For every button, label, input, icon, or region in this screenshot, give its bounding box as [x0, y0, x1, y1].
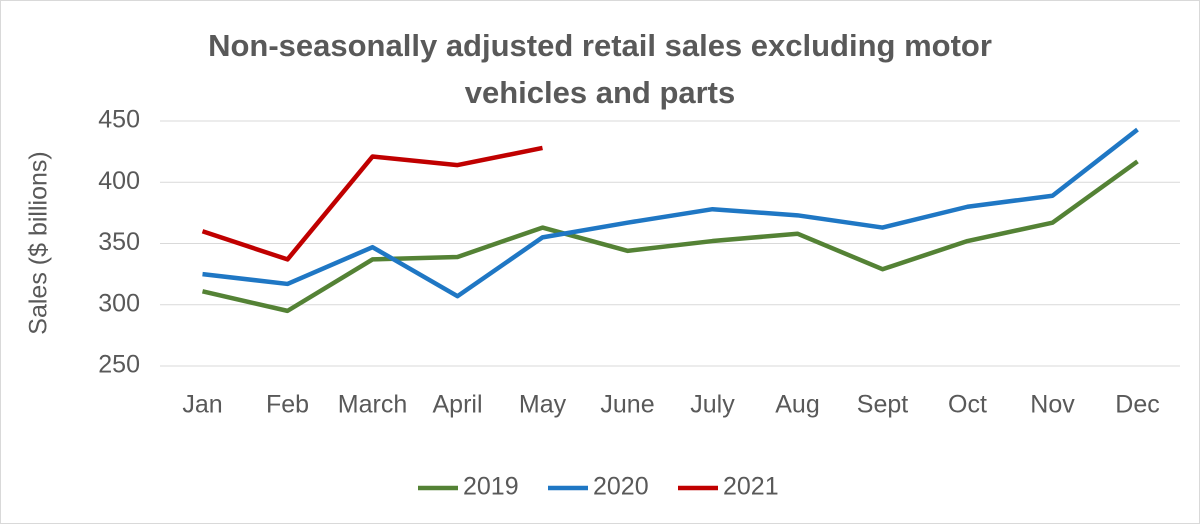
x-tick-label: July [690, 391, 735, 419]
x-tick-label: Oct [948, 391, 987, 419]
y-tick-label: 400 [98, 167, 140, 195]
legend-label: 2020 [593, 473, 649, 501]
x-tick-label: Dec [1115, 391, 1159, 419]
y-tick-label: 450 [98, 106, 140, 134]
chart-title: Non-seasonally adjusted retail sales exc… [208, 28, 992, 110]
x-tick-label: April [432, 391, 482, 419]
x-tick-label: Nov [1030, 391, 1075, 419]
legend-label: 2021 [723, 473, 779, 501]
x-tick-label: March [338, 391, 407, 419]
y-axis-label: Sales ($ billions) [25, 151, 53, 334]
series-line [201, 159, 1139, 314]
x-tick-label: Feb [266, 391, 309, 419]
series-line [201, 145, 543, 262]
series-line [202, 127, 1139, 299]
y-tick-label: 350 [98, 228, 140, 256]
x-tick-label: May [519, 391, 567, 419]
x-tick-label: Aug [775, 391, 819, 419]
y-tick-label: 300 [98, 289, 140, 317]
x-tick-label: Jan [182, 391, 222, 419]
x-tick-label: June [600, 391, 654, 419]
y-tick-label: 250 [98, 351, 140, 379]
x-tick-label: Sept [857, 391, 908, 419]
legend-label: 2019 [463, 473, 519, 501]
